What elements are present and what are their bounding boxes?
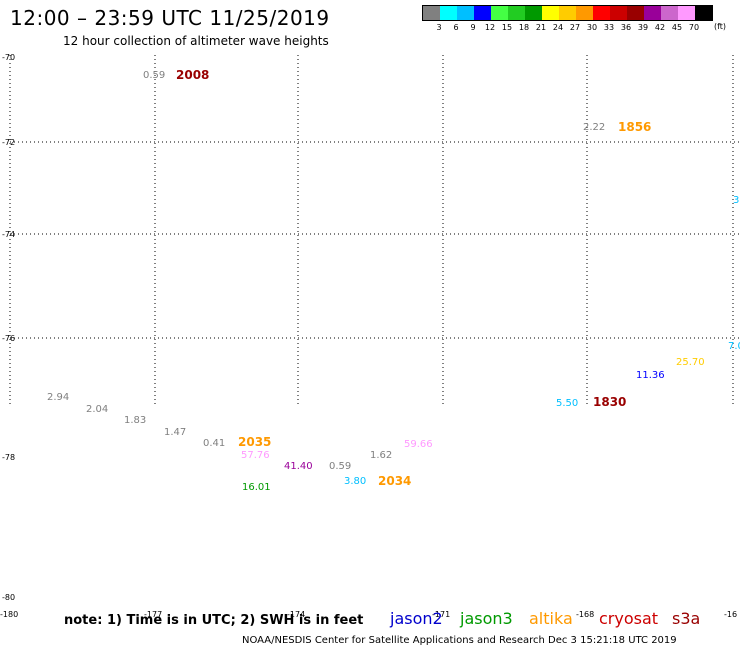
legend-swatch [423,6,440,20]
time-stamp-label: 2034 [378,474,411,488]
lat-label: -70 [2,53,15,62]
satellite-name-s3a: s3a [672,609,701,628]
legend-label: 30 [586,23,598,32]
legend-swatch [610,6,627,20]
lat-label: -76 [2,334,15,343]
legend-label: 18 [518,23,530,32]
satellite-name-cryosat: cryosat [599,609,659,628]
color-legend: 3 6 9 12 15 18 21 24 27 30 33 36 39 42 45 70 (ft) [422,5,726,33]
lon-label: -180 [0,610,18,619]
legend-swatch [440,6,457,20]
time-stamp-label: 1830 [593,395,626,409]
wave-height-label: 11.36 [636,370,665,381]
legend-swatch [457,6,474,20]
lon-label: -171 [432,610,450,619]
legend-label: 70 [688,23,700,32]
legend-label: 24 [552,23,564,32]
lat-label: -80 [2,593,15,602]
wave-height-label: 2.94 [47,392,69,403]
lon-labels: -180 -177 -174 -171 -168 -16 [0,610,737,619]
wave-height-label: 59.66 [404,439,433,450]
wave-observations: 0.59 2008 2.22 1856 3 7.0 25.70 11.36 5.50 1830 2.… [47,68,740,493]
legend-swatch [525,6,542,20]
lat-labels: -70 -72 -74 -76 -78 -80 [2,53,15,602]
lon-label: -168 [576,610,594,619]
legend-swatches [422,5,713,21]
legend-swatch [695,6,712,20]
wave-height-label: 7.0 [728,341,740,352]
legend-swatch [474,6,491,20]
wave-height-label: 0.59 [329,461,351,472]
legend-label: 42 [654,23,666,32]
satellite-name-altika: altika [529,609,573,628]
legend-label: 39 [637,23,649,32]
lon-label: -174 [287,610,305,619]
legend-swatch [593,6,610,20]
lon-label: -177 [144,610,162,619]
legend-label: 6 [453,23,459,32]
legend-label: 12 [484,23,496,32]
wave-height-label: 3.80 [344,476,366,487]
legend-labels: 3 6 9 12 15 18 21 24 27 30 33 36 39 42 45 70 [422,21,713,33]
wave-height-label: 16.01 [242,482,271,493]
legend-label: 45 [671,23,683,32]
legend-label: 27 [569,23,581,32]
legend-swatch [559,6,576,20]
wave-height-label: 57.76 [241,450,270,461]
time-stamp-label: 2008 [176,68,209,82]
legend-label: 21 [535,23,547,32]
lat-label: -74 [2,230,15,239]
legend-unit: (ft) [714,22,727,31]
map-subtitle: 12 hour collection of altimeter wave hei… [63,34,329,48]
wave-height-label: 1.83 [124,415,146,426]
wave-height-label: 5.50 [556,398,578,409]
legend-swatch [661,6,678,20]
wave-height-label: 1.62 [370,450,392,461]
time-stamp-label: 1856 [618,120,651,134]
legend-swatch [542,6,559,20]
legend-label: 15 [501,23,513,32]
wave-height-label: 3 [733,195,739,206]
map-title: 12:00 – 23:59 UTC 11/25/2019 [10,6,330,30]
legend-label: 9 [470,23,476,32]
legend-swatch [508,6,525,20]
lon-label: -16 [724,610,737,619]
legend-swatch [576,6,593,20]
time-stamp-label: 2035 [238,435,271,449]
wave-height-label: 41.40 [284,461,313,472]
wave-height-label: 1.47 [164,427,186,438]
legend-label: 3 [436,23,442,32]
legend-swatch [627,6,644,20]
graticule [9,55,740,405]
wave-height-label: 0.59 [143,70,165,81]
lat-label: -72 [2,138,15,147]
lat-label: -78 [2,453,15,462]
satellite-name-jason3: jason3 [460,609,513,628]
credit-line: NOAA/NESDIS Center for Satellite Applica… [242,635,677,646]
legend-label: 36 [620,23,632,32]
legend-swatch [644,6,661,20]
wave-height-label: 2.22 [583,122,605,133]
legend-swatch [491,6,508,20]
satellite-name-jason2: jason2 [390,609,443,628]
wave-height-label: 0.41 [203,438,225,449]
wave-height-label: 2.04 [86,404,108,415]
legend-label: 33 [603,23,615,32]
legend-swatch [678,6,695,20]
wave-height-label: 25.70 [676,357,705,368]
footnote: note: 1) Time is in UTC; 2) SWH is in fe… [64,613,364,628]
